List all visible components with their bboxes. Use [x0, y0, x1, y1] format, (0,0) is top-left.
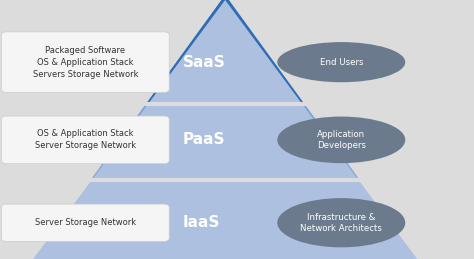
FancyBboxPatch shape [1, 32, 169, 92]
Ellipse shape [277, 42, 405, 82]
FancyBboxPatch shape [1, 116, 169, 164]
Text: Server Storage Network: Server Storage Network [35, 218, 136, 227]
Text: Application
Developers: Application Developers [317, 130, 366, 150]
Text: Infrastructure &
Network Architects: Infrastructure & Network Architects [301, 213, 382, 233]
Text: SaaS: SaaS [182, 55, 225, 70]
Text: PaaS: PaaS [182, 132, 225, 147]
Text: OS & Application Stack
Server Storage Network: OS & Application Stack Server Storage Ne… [35, 129, 136, 150]
Polygon shape [33, 0, 417, 259]
Ellipse shape [277, 198, 405, 247]
Text: Packaged Software
OS & Application Stack
Servers Storage Network: Packaged Software OS & Application Stack… [33, 46, 138, 79]
Polygon shape [146, 0, 304, 104]
Text: End Users: End Users [319, 58, 363, 67]
Ellipse shape [277, 117, 405, 163]
Text: IaaS: IaaS [182, 215, 220, 230]
FancyBboxPatch shape [1, 204, 169, 241]
Polygon shape [91, 104, 360, 180]
